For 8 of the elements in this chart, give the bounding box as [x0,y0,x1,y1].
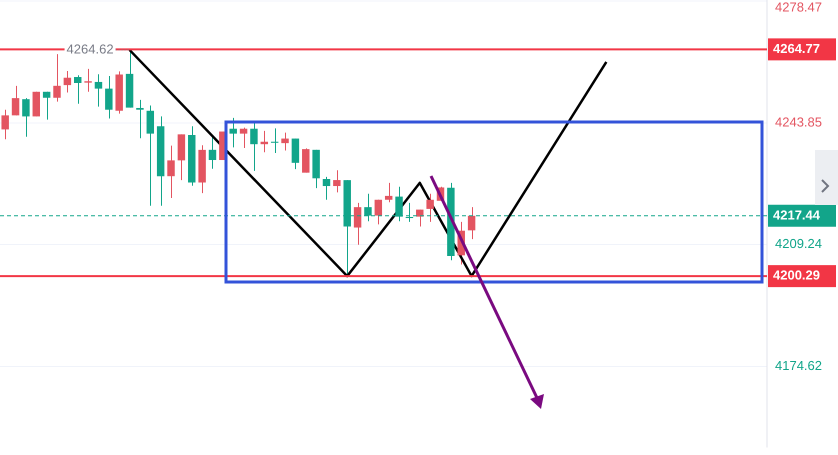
y-tick-label: 4174.62 [775,358,822,373]
ref-line-label: 4200.29 [773,268,820,283]
y-tick-label: 4243.85 [775,114,822,130]
y-tick-label: 4278.47 [775,0,822,15]
annotation: 4264.62 [66,41,114,56]
ref-line-label: 4264.77 [773,40,820,56]
y-tick-label: 4209.24 [775,236,822,252]
ref-line-label: 4217.44 [773,207,821,222]
